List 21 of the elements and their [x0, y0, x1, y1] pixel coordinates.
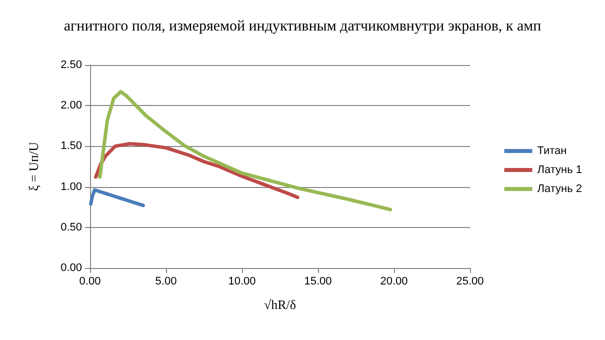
legend-label: Титан	[537, 145, 567, 157]
line-series	[98, 90, 392, 212]
x-tick-label: 0.00	[79, 276, 101, 288]
y-tick-label: 0.00	[60, 262, 82, 274]
y-tick-label: 2.50	[60, 59, 82, 71]
line-series	[89, 188, 145, 208]
x-tick-label: 10.00	[228, 276, 256, 288]
y-tick-label: 1.00	[60, 180, 82, 193]
chart-title: агнитного поля, измеряемой индуктивным датчикомвнутри экранов, к амп	[64, 18, 542, 34]
x-tick-label: 15.00	[304, 276, 332, 288]
x-tick-label: 20.00	[380, 276, 408, 288]
y-axis-title: ξ = Uп/U	[26, 141, 41, 191]
line-series	[94, 142, 300, 200]
x-tick-label: 5.00	[155, 276, 177, 288]
x-tick-label: 25.00	[456, 276, 484, 288]
y-tick-label: 0.50	[60, 221, 82, 234]
x-axis-title: √hR/δ	[264, 297, 296, 312]
legend-label: Латунь 1	[537, 164, 582, 176]
legend-label: Латунь 2	[537, 183, 582, 195]
y-tick-label: 2.00	[60, 100, 82, 112]
y-tick-label: 1.50	[60, 140, 82, 152]
